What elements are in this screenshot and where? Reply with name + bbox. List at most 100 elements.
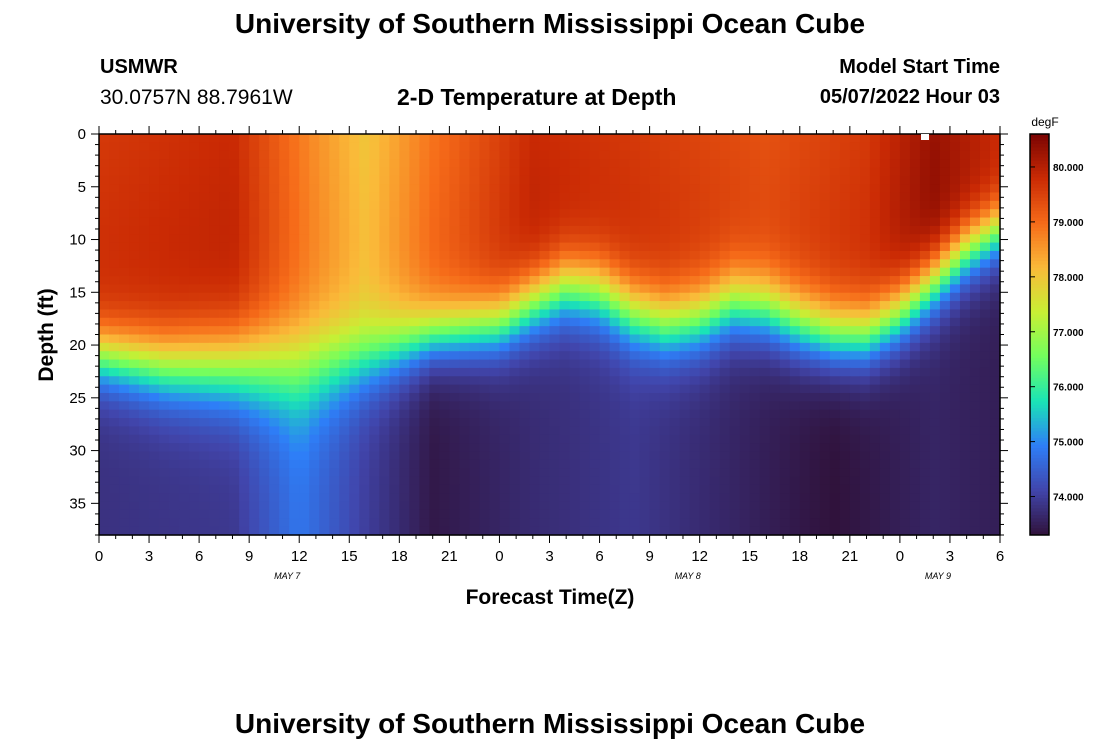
heatmap-cell [689,501,701,511]
heatmap-cell [839,234,851,244]
heatmap-cell [559,242,571,252]
heatmap-cell [309,250,320,260]
heatmap-cell [969,342,981,352]
heatmap-cell [929,484,941,494]
heatmap-cell [99,384,110,394]
heatmap-cell [689,376,701,386]
heatmap-cell [599,309,611,319]
heatmap-cell [469,518,481,528]
heatmap-cell [459,292,471,302]
heatmap-cell [909,292,921,302]
heatmap-cell [839,209,851,219]
heatmap-cell [539,267,551,277]
heatmap-cell [469,384,481,394]
heatmap-cell [399,401,410,411]
heatmap-cell [919,267,931,277]
heatmap-cell [839,418,851,427]
heatmap-cell [649,367,661,377]
heatmap-cell [679,509,691,519]
heatmap-cell [119,493,130,503]
heatmap-cell [629,367,641,377]
colorbar-segment [1030,194,1049,198]
heatmap-cell [539,276,551,285]
heatmap-cell [439,459,450,469]
heatmap-cell [879,459,891,469]
heatmap-cell [509,426,521,436]
heatmap-cell [359,501,370,511]
heatmap-cell [439,276,450,285]
heatmap-cell [709,476,721,486]
heatmap-cell [639,259,651,269]
heatmap-cell [479,359,491,369]
heatmap-cell [609,409,621,419]
heatmap-cell [229,392,240,402]
heatmap-cell [239,167,250,177]
colorbar-segment [1030,154,1049,158]
heatmap-cell [379,242,390,252]
heatmap-cell [679,351,691,361]
heatmap-cell [379,317,390,327]
heatmap-cell [529,200,541,210]
heatmap-cell [99,192,110,202]
heatmap-cell [959,134,971,143]
heatmap-cell [819,376,831,386]
heatmap-cell [669,426,681,436]
heatmap-cell [339,301,350,311]
heatmap-cell [729,468,741,478]
heatmap-cell [789,392,801,402]
heatmap-cell [319,192,330,202]
colorbar-segment [1030,478,1049,483]
heatmap-cell [629,167,641,177]
heatmap-cell [349,501,360,511]
heatmap-cell [369,351,380,361]
heatmap-cell [959,200,971,210]
heatmap-cell [109,276,120,285]
heatmap-cell [209,409,220,419]
heatmap-cell [339,276,350,285]
heatmap-cell [579,225,591,235]
heatmap-cell [179,317,190,327]
heatmap-cell [579,376,591,386]
heatmap-cell [479,225,491,235]
heatmap-cell [219,418,230,427]
heatmap-cell [509,484,521,494]
heatmap-cell [379,250,390,260]
heatmap-cell [409,200,420,210]
heatmap-cell [979,468,991,478]
heatmap-cell [269,509,280,519]
heatmap-cell [189,259,200,269]
heatmap-cell [539,317,551,327]
heatmap-cell [589,493,601,503]
heatmap-cell [279,225,290,235]
heatmap-cell [379,526,390,536]
heatmap-cell [169,476,180,486]
colorbar-segment [1030,311,1049,315]
heatmap-cell [469,426,481,436]
heatmap-cell [899,518,911,528]
heatmap-cell [349,401,360,411]
heatmap-cell [959,192,971,202]
heatmap-cell [359,459,370,469]
heatmap-cell [929,376,941,386]
heatmap-cell [689,250,701,260]
heatmap-cell [949,267,961,277]
heatmap-cell [569,184,581,194]
heatmap-cell [219,384,230,394]
heatmap-cell [149,351,160,361]
heatmap-cell [149,150,160,160]
heatmap-cell [889,225,901,235]
heatmap-cell [109,509,120,519]
heatmap-cell [229,443,240,453]
heatmap-cell [149,434,160,444]
heatmap-cell [299,250,310,260]
heatmap-cell [309,409,320,419]
heatmap-cell [419,443,430,453]
heatmap-cell [889,309,901,319]
heatmap-cell [519,468,531,478]
heatmap-cell [879,225,891,235]
heatmap-cell [399,209,410,219]
heatmap-cell [529,242,541,252]
heatmap-cell [509,142,521,152]
heatmap-cell [519,376,531,386]
heatmap-cell [869,484,881,494]
